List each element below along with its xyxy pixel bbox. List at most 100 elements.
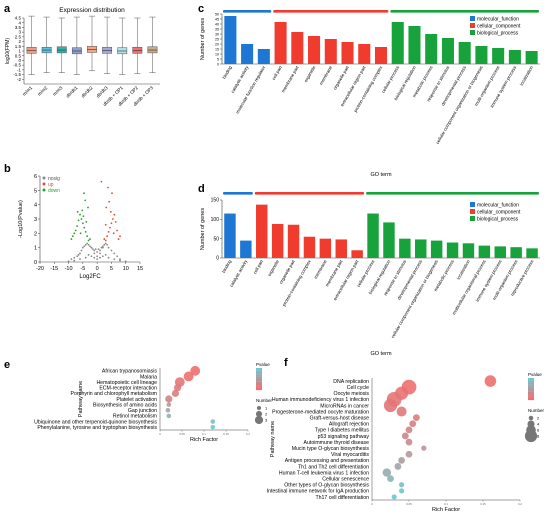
point-down — [71, 235, 74, 238]
legend-swatch — [470, 30, 475, 35]
point-down — [70, 238, 73, 240]
panel-letter-c: c — [198, 3, 204, 15]
point-up — [111, 218, 114, 220]
x-tick-label: binding — [221, 65, 233, 80]
bar — [508, 50, 521, 64]
colorbar-segment — [528, 395, 534, 398]
y-tick-label: 4 — [18, 20, 21, 25]
point-down — [80, 218, 83, 220]
y-tick-label: 2 — [18, 39, 21, 44]
pathway-label: Autoimmune thyroid disease — [304, 440, 370, 446]
point-down — [83, 192, 85, 195]
y-axis-label: Number of genes — [200, 18, 206, 60]
point-nosig — [73, 256, 76, 259]
size-legend-circle — [528, 415, 534, 421]
bubble — [399, 482, 405, 488]
x-tick-label: organelle part — [332, 64, 350, 90]
x-tick-label: 15 — [137, 266, 143, 272]
y-tick-label: -2 — [17, 77, 21, 82]
legend-swatch — [42, 176, 46, 180]
size-legend-label: 1 — [265, 406, 268, 411]
x-tick-label: localization — [519, 65, 534, 87]
bubble — [405, 438, 413, 446]
point-nosig — [96, 255, 99, 258]
bar — [510, 247, 522, 258]
point-down — [74, 229, 77, 232]
pathway-label: Cellular senescence — [322, 476, 369, 482]
bubble — [399, 488, 405, 494]
y-tick-label: 0 — [217, 63, 219, 67]
point-nosig — [93, 249, 96, 252]
y-tick-label: 1 — [18, 49, 21, 54]
legend-label: molecular_function — [477, 16, 519, 22]
legend-label: up — [48, 182, 54, 188]
bubble — [166, 413, 172, 419]
x-tick-label: 0.15 — [480, 502, 486, 506]
legend-swatch — [470, 216, 475, 221]
point-nosig — [107, 256, 110, 259]
y-tick-label: 100 — [211, 217, 220, 223]
legend-label: cellular_component — [477, 209, 521, 215]
bar — [526, 248, 538, 258]
point-nosig — [101, 246, 104, 249]
pathway-label: Retinol metabolism — [113, 414, 157, 420]
point-down — [79, 213, 81, 216]
colorbar-segment — [256, 374, 262, 377]
y-tick-label: 1 — [34, 246, 37, 252]
point-nosig — [100, 246, 103, 249]
y-tick-label: 1.5 — [15, 44, 22, 49]
group-bar — [390, 10, 539, 13]
point-nosig — [70, 258, 73, 261]
point-nosig — [73, 259, 76, 262]
point-down — [87, 206, 89, 209]
y-tick-label: 2 — [34, 231, 37, 237]
bubble — [174, 384, 182, 392]
x-tick-label: -20 — [36, 266, 44, 272]
colorbar-segment — [256, 376, 262, 380]
y-tick-label: 2.5 — [15, 34, 22, 39]
point-nosig — [103, 243, 106, 246]
y-axis-label: Pathway name — [78, 381, 84, 417]
y-tick-label: 15 — [215, 48, 219, 52]
point-up — [117, 238, 120, 240]
colorbar-segment — [528, 393, 534, 396]
point-nosig — [90, 246, 93, 249]
bar — [458, 42, 471, 64]
pathway-label: Antigen processing and presentation — [285, 458, 369, 464]
colorbar-segment — [256, 370, 262, 373]
point-down — [77, 219, 80, 222]
bar — [240, 240, 252, 258]
bubble — [396, 406, 407, 417]
x-tick-label: 0.1 — [444, 502, 448, 506]
y-tick-label: -0.5 — [13, 63, 21, 68]
point-up — [113, 213, 116, 216]
point-nosig — [84, 256, 87, 259]
y-tick-label: 50 — [215, 13, 219, 17]
point-down — [87, 239, 90, 242]
x-tick-label: localization — [456, 259, 471, 281]
colorbar-segment — [256, 383, 262, 386]
bar — [241, 44, 254, 64]
y-tick-label: 6 — [34, 174, 37, 180]
bar — [399, 238, 411, 258]
chart-title: Expression distribution — [59, 7, 125, 14]
colorbar-segment — [528, 386, 534, 390]
x-tick-label: 0 — [96, 266, 99, 272]
x-axis-label: Rich Factor — [432, 507, 460, 513]
panel-letter-a: a — [4, 3, 11, 15]
bar — [287, 224, 300, 258]
x-tick-label: organelle — [303, 65, 317, 84]
point-nosig — [91, 248, 94, 251]
pathway-label: Phenylalanine, tyrosine and tryptophan b… — [37, 425, 157, 431]
pathway-label: Hematopoietic cell lineage — [96, 380, 157, 386]
point-down — [83, 226, 86, 229]
colorbar-segment — [528, 378, 534, 381]
bubble — [382, 468, 391, 477]
point-nosig — [104, 253, 107, 256]
point-up — [105, 206, 108, 209]
legend-swatch — [470, 16, 475, 21]
bubble — [413, 414, 420, 422]
pathway-label: Porphyrin and chlorophyll metabolism — [70, 391, 157, 397]
y-tick-label: 0 — [18, 58, 21, 63]
point-nosig — [84, 243, 87, 246]
